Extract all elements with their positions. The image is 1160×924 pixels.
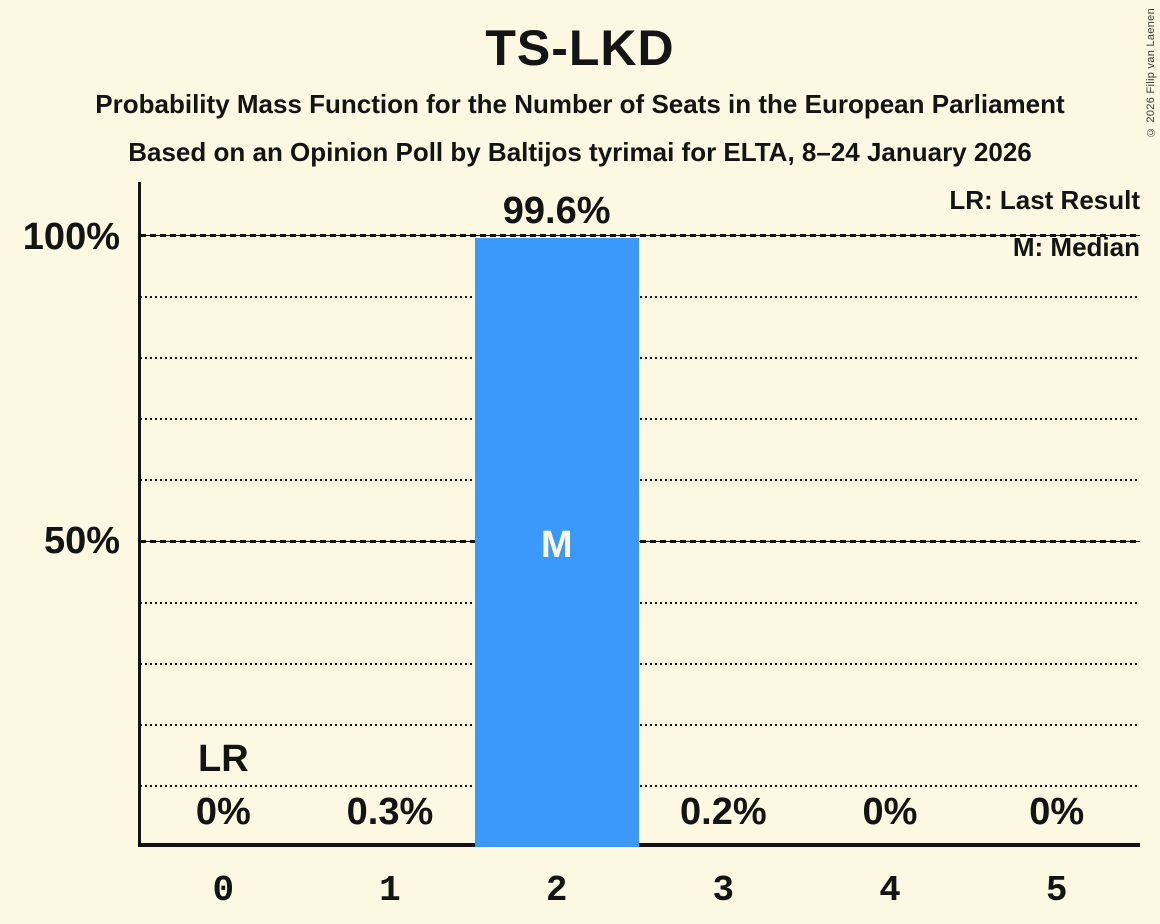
minor-gridline-10: [140, 784, 1140, 787]
legend-last-result: LR: Last Result: [949, 185, 1140, 215]
minor-gridline-30: [140, 662, 1140, 665]
value-label-seats-1: 0.3%: [346, 791, 434, 833]
minor-gridline-80: [140, 357, 1140, 360]
value-label-seats-5: 0%: [1029, 791, 1085, 833]
minor-gridline-70: [140, 418, 1140, 421]
value-label-seats-3: 0.2%: [680, 791, 767, 833]
chart-poll-source: Based on an Opinion Poll by Baltijos tyr…: [128, 137, 1032, 167]
major-gridline-50: [140, 539, 1140, 543]
value-label-seats-2: 99.6%: [502, 190, 611, 232]
minor-gridline-40: [140, 601, 1140, 604]
x-tick-label-0: 0: [212, 870, 235, 911]
x-tick-label-3: 3: [712, 870, 735, 911]
chart-title: TS-LKD: [485, 20, 675, 76]
bar-seats-2: [474, 238, 639, 847]
value-label-seats-0: 0%: [195, 791, 251, 833]
major-gridline-100: [140, 234, 1140, 237]
x-tick-label-1: 1: [379, 870, 401, 911]
copyright-notice: © 2026 Filip van Laenen: [1145, 8, 1157, 139]
y-axis-label-100: 100%: [22, 216, 120, 258]
x-axis-line: [138, 843, 1140, 847]
plot-area: 0% 0.3% 99.6% 0.2% 0% 0% M LR: [138, 182, 1140, 847]
minor-gridline-90: [140, 296, 1140, 299]
x-tick-label-5: 5: [1045, 870, 1068, 911]
median-marker-label: M: [540, 524, 573, 566]
value-label-seats-4: 0%: [862, 791, 918, 833]
x-tick-label-4: 4: [879, 870, 901, 911]
chart-subtitle: Probability Mass Function for the Number…: [95, 89, 1065, 119]
last-result-marker-label: LR: [198, 738, 249, 780]
y-axis-label-50: 50%: [43, 520, 120, 562]
x-tick-label-2: 2: [545, 870, 568, 911]
y-axis-line: [138, 182, 141, 847]
legend-median: M: Median: [1012, 232, 1140, 262]
minor-gridline-20: [140, 723, 1140, 726]
minor-gridline-60: [140, 479, 1140, 482]
x-axis-tick-labels: 0 1 2 3 4 5: [140, 857, 1140, 917]
